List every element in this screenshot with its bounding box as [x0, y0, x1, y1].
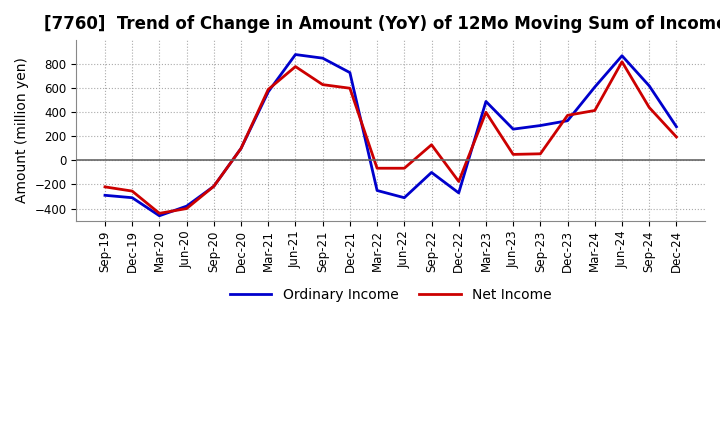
Net Income [482, 110, 490, 115]
Y-axis label: Amount (million yen): Amount (million yen) [15, 57, 29, 203]
Net Income [318, 82, 327, 87]
Line: Ordinary Income: Ordinary Income [105, 55, 676, 216]
Ordinary Income [210, 183, 218, 189]
Ordinary Income [454, 190, 463, 195]
Net Income [237, 146, 246, 151]
Ordinary Income [618, 53, 626, 59]
Net Income [264, 87, 273, 92]
Net Income [155, 211, 163, 216]
Ordinary Income [672, 124, 680, 129]
Ordinary Income [101, 193, 109, 198]
Net Income [672, 134, 680, 139]
Net Income [427, 142, 436, 147]
Net Income [618, 59, 626, 64]
Net Income [400, 165, 409, 171]
Ordinary Income [509, 126, 518, 132]
Net Income [210, 183, 218, 189]
Net Income [182, 206, 191, 211]
Ordinary Income [563, 118, 572, 123]
Ordinary Income [291, 52, 300, 57]
Net Income [563, 113, 572, 118]
Net Income [101, 184, 109, 190]
Ordinary Income [128, 195, 137, 200]
Net Income [536, 151, 545, 157]
Net Income [454, 179, 463, 184]
Ordinary Income [400, 195, 409, 200]
Ordinary Income [590, 84, 599, 90]
Title: [7760]  Trend of Change in Amount (YoY) of 12Mo Moving Sum of Incomes: [7760] Trend of Change in Amount (YoY) o… [44, 15, 720, 33]
Net Income [645, 105, 654, 110]
Ordinary Income [155, 213, 163, 218]
Ordinary Income [645, 83, 654, 88]
Ordinary Income [182, 203, 191, 209]
Net Income [373, 165, 382, 171]
Ordinary Income [427, 170, 436, 175]
Net Income [590, 108, 599, 113]
Ordinary Income [536, 123, 545, 128]
Ordinary Income [482, 99, 490, 104]
Ordinary Income [346, 70, 354, 75]
Net Income [346, 86, 354, 91]
Ordinary Income [264, 89, 273, 95]
Legend: Ordinary Income, Net Income: Ordinary Income, Net Income [224, 282, 557, 308]
Ordinary Income [373, 188, 382, 193]
Line: Net Income: Net Income [105, 62, 676, 213]
Net Income [128, 188, 137, 194]
Net Income [509, 152, 518, 157]
Ordinary Income [318, 55, 327, 61]
Ordinary Income [237, 146, 246, 151]
Net Income [291, 64, 300, 69]
